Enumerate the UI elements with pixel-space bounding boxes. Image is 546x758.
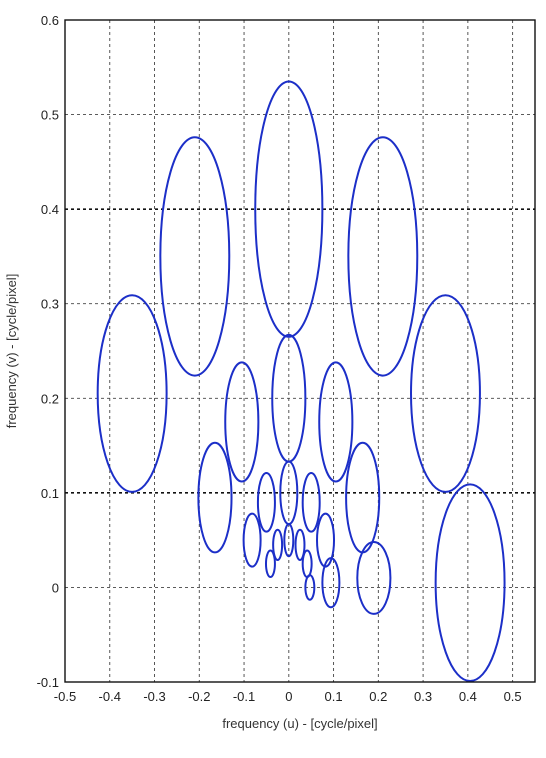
plot-frame [64, 19, 536, 683]
x-tick-label: 0.5 [504, 689, 522, 704]
x-tick-label: -0.4 [99, 689, 121, 704]
y-tick-label: 0.4 [41, 202, 59, 217]
x-tick-label: 0.4 [459, 689, 477, 704]
filter-ellipse-22 [301, 549, 313, 579]
y-tick-label: -0.1 [37, 675, 59, 690]
x-tick-label: -0.1 [233, 689, 255, 704]
filter-ellipse-20 [294, 528, 306, 562]
filter-ellipse-0 [254, 80, 324, 338]
y-axis-label: frequency (v) - [cycle/pixel] [4, 274, 19, 429]
y-tick-label: 0.3 [41, 297, 59, 312]
filter-ellipse-3 [96, 294, 168, 493]
filter-ellipse-13 [256, 471, 276, 533]
filter-ellipse-15 [242, 512, 262, 568]
filter-ellipse-5 [434, 483, 506, 683]
x-tick-label: -0.3 [143, 689, 165, 704]
x-tick-label: -0.2 [188, 689, 210, 704]
y-tick-label: 0.6 [41, 13, 59, 28]
x-tick-label: 0.3 [414, 689, 432, 704]
filter-ellipse-16 [316, 512, 336, 568]
y-tick-label: 0 [52, 580, 59, 595]
filter-ellipse-14 [301, 471, 321, 533]
filter-ellipse-19 [272, 528, 284, 562]
filter-ellipse-4 [410, 294, 481, 493]
y-tick-label: 0.5 [41, 108, 59, 123]
x-tick-label: -0.5 [54, 689, 76, 704]
y-tick-label: 0.2 [41, 391, 59, 406]
filter-ellipse-18 [283, 523, 295, 558]
filter-ellipse-23 [304, 574, 316, 601]
filter-ellipse-10 [345, 441, 381, 554]
filter-ellipse-2 [347, 136, 419, 377]
ellipse-series [96, 80, 506, 683]
x-tick-labels: -0.5 -0.4 -0.3 -0.2 -0.1 0 0.1 0.2 0.3 0.4 0.5 [54, 689, 522, 704]
filter-ellipse-8 [318, 361, 354, 483]
filter-ellipse-21 [264, 549, 276, 579]
filter-ellipse-7 [224, 361, 260, 483]
x-tick-label: 0.1 [325, 689, 343, 704]
filter-ellipse-9 [197, 441, 233, 554]
y-tick-label: 0.1 [41, 486, 59, 501]
y-tick-labels: -0.1 0 0.1 0.2 0.3 0.4 0.5 0.6 [37, 13, 59, 690]
filter-ellipse-11 [356, 541, 392, 615]
filter-ellipse-1 [159, 136, 231, 377]
filter-ellipse-17 [321, 557, 341, 609]
x-tick-label: 0 [285, 689, 292, 704]
x-tick-label: 0.2 [369, 689, 387, 704]
x-axis-label: frequency (u) - [cycle/pixel] [222, 716, 377, 731]
